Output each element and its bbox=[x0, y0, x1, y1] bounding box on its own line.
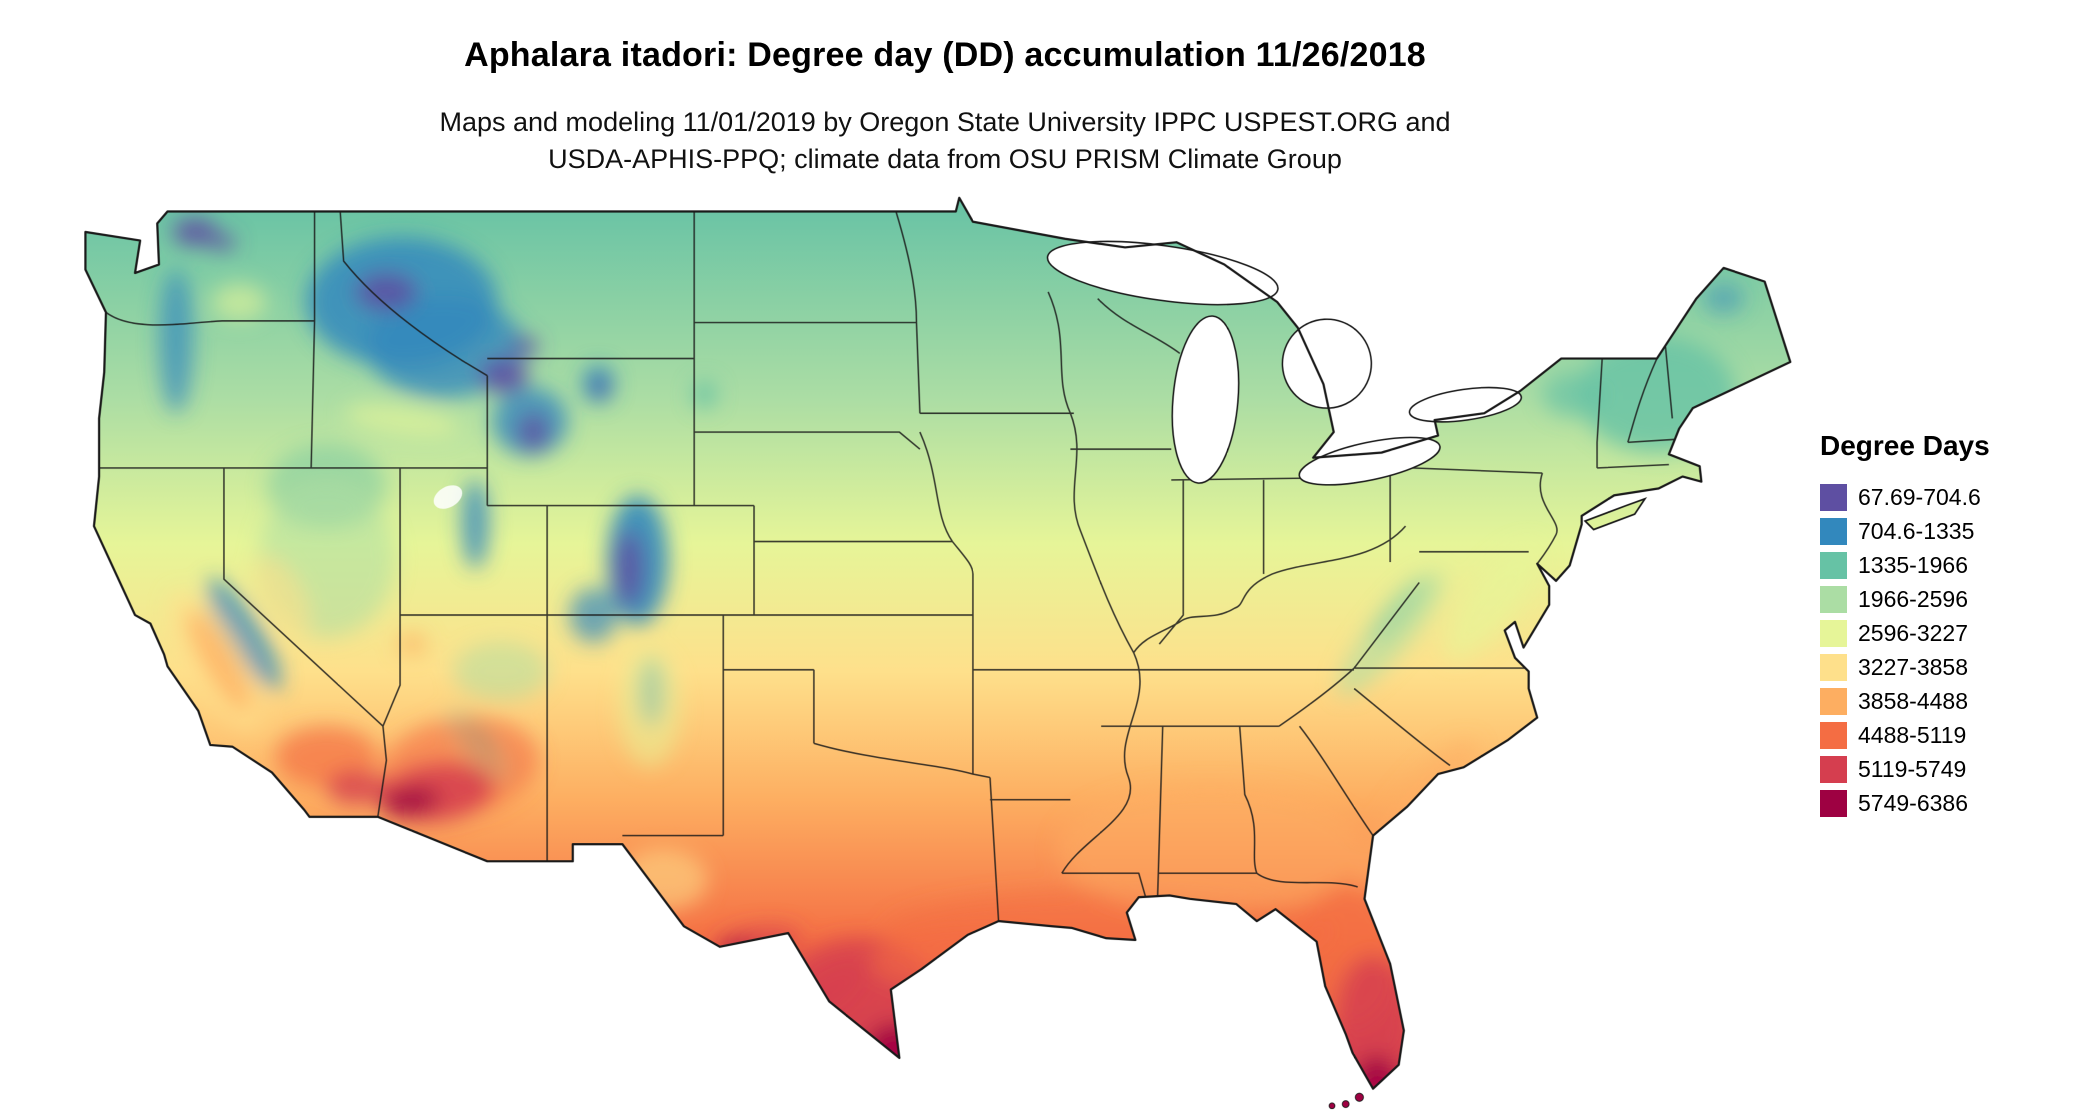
legend-item: 1335-1966 bbox=[1820, 548, 2090, 582]
great-salt-lake bbox=[433, 485, 463, 509]
legend-items: 67.69-704.6 704.6-1335 1335-1966 1966-2596 2… bbox=[1820, 480, 2090, 820]
legend-label: 3227-3858 bbox=[1858, 653, 1968, 680]
legend-item: 2596-3227 bbox=[1820, 616, 2090, 650]
us-degree-day-map-svg bbox=[84, 196, 1792, 1110]
lake-michigan bbox=[1171, 315, 1240, 484]
legend-title: Degree Days bbox=[1820, 430, 1990, 461]
legend-label: 1335-1966 bbox=[1858, 551, 1968, 578]
page-title: Aphalara itadori: Degree day (DD) accumu… bbox=[464, 36, 1426, 74]
lake-superior bbox=[1046, 240, 1279, 306]
legend-swatch bbox=[1820, 551, 1847, 579]
legend-swatch bbox=[1820, 517, 1847, 545]
legend-label: 3858-4488 bbox=[1858, 687, 1968, 714]
lake-erie bbox=[1298, 436, 1441, 486]
state-borders bbox=[99, 211, 1683, 922]
legend-swatch bbox=[1820, 755, 1847, 783]
long-island-outline bbox=[1583, 497, 1648, 531]
legend-swatch bbox=[1820, 687, 1847, 715]
legend-item: 4488-5119 bbox=[1820, 718, 2090, 752]
subtitle-line-2: USDA-APHIS-PPQ; climate data from OSU PR… bbox=[548, 144, 1342, 175]
legend-item: 1966-2596 bbox=[1820, 582, 2090, 616]
degree-day-raster bbox=[85, 197, 1791, 1089]
legend-label: 5749-6386 bbox=[1858, 789, 1968, 816]
legend-label: 67.69-704.6 bbox=[1858, 483, 1981, 510]
legend-label: 5119-5749 bbox=[1858, 755, 1967, 782]
legend-label: 4488-5119 bbox=[1858, 721, 1967, 748]
legend-label: 1966-2596 bbox=[1858, 585, 1968, 612]
page-subtitle: Maps and modeling 11/01/2019 by Oregon S… bbox=[0, 104, 1890, 179]
us-map bbox=[82, 196, 1792, 1111]
legend-swatch bbox=[1820, 483, 1847, 511]
legend-swatch bbox=[1820, 619, 1847, 647]
legend-item: 3858-4488 bbox=[1820, 684, 2090, 718]
us-outline bbox=[84, 196, 1792, 1090]
legend-label: 2596-3227 bbox=[1858, 619, 1968, 646]
legend-item: 5749-6386 bbox=[1820, 786, 2090, 820]
legend: Degree Days 67.69-704.6 704.6-1335 1335-19… bbox=[1820, 430, 2090, 820]
subtitle-line-1: Maps and modeling 11/01/2019 by Oregon S… bbox=[439, 107, 1451, 137]
legend-item: 704.6-1335 bbox=[1820, 514, 2090, 548]
legend-item: 5119-5749 bbox=[1820, 752, 2090, 786]
legend-swatch bbox=[1820, 585, 1847, 613]
legend-label: 704.6-1335 bbox=[1858, 517, 1975, 544]
legend-swatch bbox=[1820, 653, 1847, 681]
legend-swatch bbox=[1820, 721, 1847, 749]
legend-item: 3227-3858 bbox=[1820, 650, 2090, 684]
legend-item: 67.69-704.6 bbox=[1820, 480, 2090, 514]
legend-swatch bbox=[1820, 789, 1847, 817]
florida-keys-dots bbox=[1328, 1092, 1364, 1110]
lake-ontario bbox=[1408, 386, 1523, 423]
